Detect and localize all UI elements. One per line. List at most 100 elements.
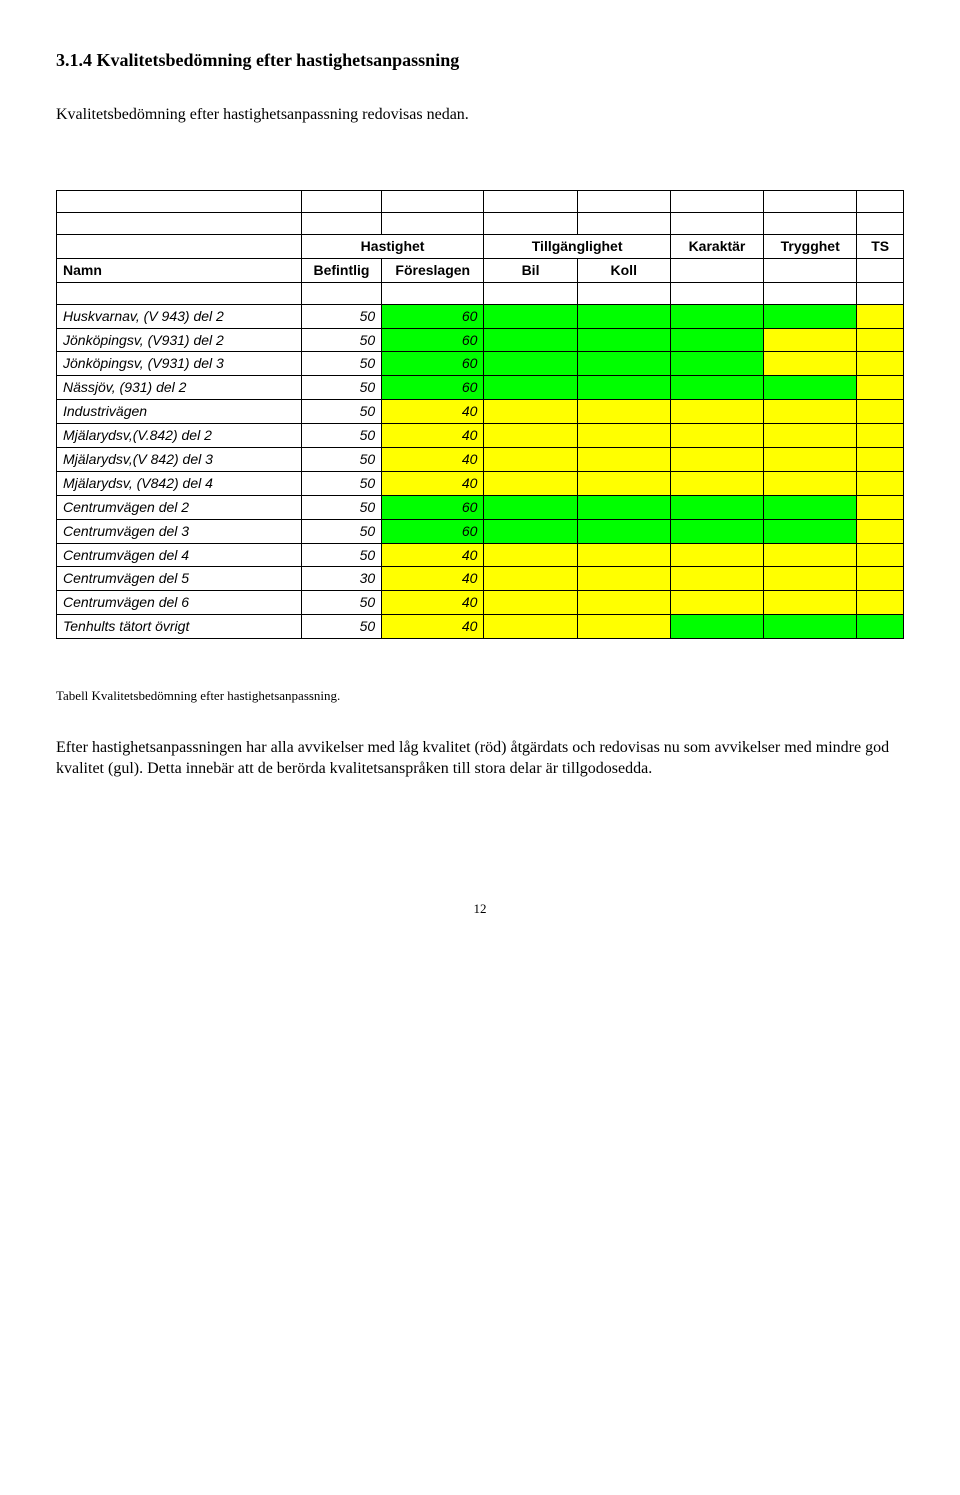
cell-kar xyxy=(670,424,763,448)
row-name: Tenhults tätort övrigt xyxy=(57,615,302,639)
cell-foreslagen: 60 xyxy=(382,352,484,376)
cell-ts xyxy=(857,591,904,615)
sub-header-row: Namn Befintlig Föreslagen Bil Koll xyxy=(57,258,904,282)
cell-foreslagen: 40 xyxy=(382,424,484,448)
cell-ts xyxy=(857,471,904,495)
table-row: Mjälarydsv,(V.842) del 25040 xyxy=(57,424,904,448)
blank-row xyxy=(57,212,904,234)
table-row: Jönköpingsv, (V931) del 35060 xyxy=(57,352,904,376)
cell-try xyxy=(764,352,857,376)
cell-kar xyxy=(670,471,763,495)
cell-foreslagen: 40 xyxy=(382,471,484,495)
intro-paragraph: Kvalitetsbedömning efter hastighetsanpas… xyxy=(56,104,904,126)
cell-kar xyxy=(670,304,763,328)
cell-bil xyxy=(484,304,577,328)
cell-foreslagen: 60 xyxy=(382,495,484,519)
cell-ts xyxy=(857,543,904,567)
col-koll: Koll xyxy=(577,258,670,282)
row-name: Mjälarydsv, (V842) del 4 xyxy=(57,471,302,495)
cell-try xyxy=(764,471,857,495)
cell-try xyxy=(764,567,857,591)
group-header-row: Hastighet Tillgänglighet Karaktär Tryggh… xyxy=(57,234,904,258)
table-row: Nässjöv, (931) del 25060 xyxy=(57,376,904,400)
cell-koll xyxy=(577,543,670,567)
cell-koll xyxy=(577,567,670,591)
cell-bil xyxy=(484,519,577,543)
cell-befintlig: 50 xyxy=(301,615,381,639)
cell-bil xyxy=(484,543,577,567)
cell-befintlig: 30 xyxy=(301,567,381,591)
cell-try xyxy=(764,328,857,352)
row-name: Mjälarydsv,(V 842) del 3 xyxy=(57,448,302,472)
cell-try xyxy=(764,495,857,519)
table-row: Jönköpingsv, (V931) del 25060 xyxy=(57,328,904,352)
cell-befintlig: 50 xyxy=(301,495,381,519)
cell-befintlig: 50 xyxy=(301,543,381,567)
table-row: Mjälarydsv,(V 842) del 35040 xyxy=(57,448,904,472)
cell-kar xyxy=(670,567,763,591)
row-name: Jönköpingsv, (V931) del 3 xyxy=(57,352,302,376)
cell-foreslagen: 40 xyxy=(382,567,484,591)
blank-row xyxy=(57,282,904,304)
cell-kar xyxy=(670,519,763,543)
cell-ts xyxy=(857,328,904,352)
cell-befintlig: 50 xyxy=(301,448,381,472)
cell-bil xyxy=(484,448,577,472)
table-row: Centrumvägen del 45040 xyxy=(57,543,904,567)
cell-bil xyxy=(484,376,577,400)
cell-koll xyxy=(577,424,670,448)
cell-foreslagen: 40 xyxy=(382,615,484,639)
cell-ts xyxy=(857,352,904,376)
cell-koll xyxy=(577,304,670,328)
cell-koll xyxy=(577,448,670,472)
col-group-tillganglighet: Tillgänglighet xyxy=(484,234,670,258)
row-name: Huskvarnav, (V 943) del 2 xyxy=(57,304,302,328)
section-heading: 3.1.4 Kvalitetsbedömning efter hastighet… xyxy=(56,48,904,72)
cell-kar xyxy=(670,495,763,519)
cell-kar xyxy=(670,448,763,472)
cell-try xyxy=(764,448,857,472)
cell-bil xyxy=(484,400,577,424)
cell-try xyxy=(764,519,857,543)
cell-foreslagen: 40 xyxy=(382,591,484,615)
row-name: Industrivägen xyxy=(57,400,302,424)
cell-try xyxy=(764,304,857,328)
table-row: Tenhults tätort övrigt5040 xyxy=(57,615,904,639)
cell-koll xyxy=(577,328,670,352)
table-row: Mjälarydsv, (V842) del 45040 xyxy=(57,471,904,495)
cell-try xyxy=(764,615,857,639)
row-name: Jönköpingsv, (V931) del 2 xyxy=(57,328,302,352)
col-group-karaktar: Karaktär xyxy=(670,234,763,258)
cell-foreslagen: 40 xyxy=(382,400,484,424)
cell-bil xyxy=(484,471,577,495)
row-name: Nässjöv, (931) del 2 xyxy=(57,376,302,400)
cell-bil xyxy=(484,591,577,615)
row-name: Centrumvägen del 2 xyxy=(57,495,302,519)
cell-bil xyxy=(484,495,577,519)
cell-ts xyxy=(857,615,904,639)
table-row: Huskvarnav, (V 943) del 25060 xyxy=(57,304,904,328)
col-group-trygghet: Trygghet xyxy=(764,234,857,258)
cell-foreslagen: 60 xyxy=(382,519,484,543)
cell-ts xyxy=(857,495,904,519)
blank-row xyxy=(57,190,904,212)
cell-foreslagen: 40 xyxy=(382,448,484,472)
cell-foreslagen: 60 xyxy=(382,376,484,400)
cell-try xyxy=(764,376,857,400)
quality-table: Hastighet Tillgänglighet Karaktär Tryggh… xyxy=(56,190,904,639)
table-row: Centrumvägen del 53040 xyxy=(57,567,904,591)
col-befintlig: Befintlig xyxy=(301,258,381,282)
cell-koll xyxy=(577,591,670,615)
cell-koll xyxy=(577,519,670,543)
col-foreslagen: Föreslagen xyxy=(382,258,484,282)
cell-koll xyxy=(577,352,670,376)
row-name: Centrumvägen del 5 xyxy=(57,567,302,591)
cell-bil xyxy=(484,615,577,639)
cell-ts xyxy=(857,400,904,424)
cell-kar xyxy=(670,543,763,567)
row-name: Mjälarydsv,(V.842) del 2 xyxy=(57,424,302,448)
cell-kar xyxy=(670,400,763,424)
cell-befintlig: 50 xyxy=(301,519,381,543)
cell-kar xyxy=(670,615,763,639)
cell-befintlig: 50 xyxy=(301,471,381,495)
